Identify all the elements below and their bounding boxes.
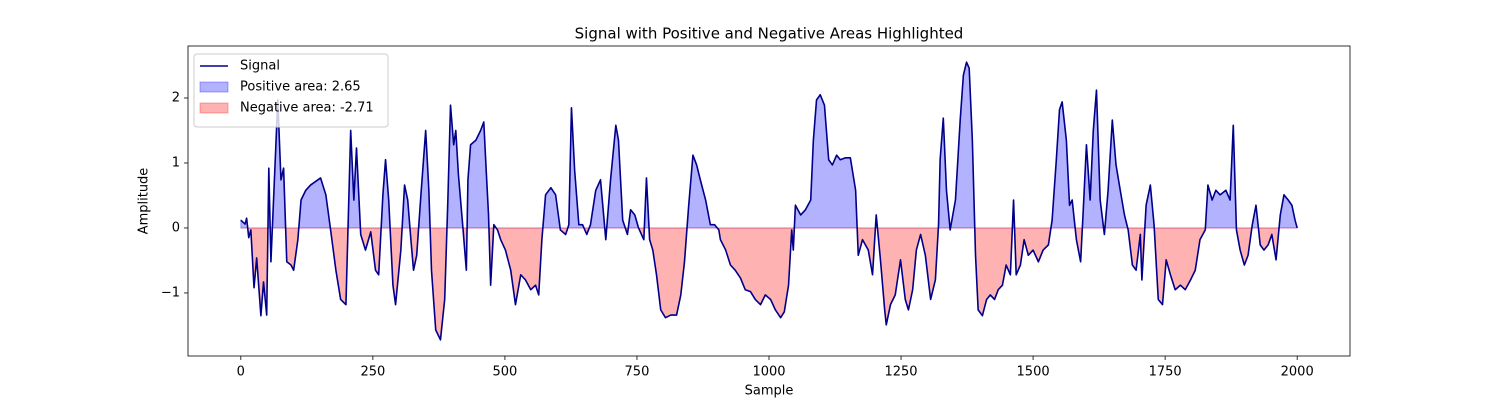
x-tick-label: 250 — [360, 365, 385, 380]
y-axis-label: Amplitude — [137, 168, 152, 235]
legend-label: Negative area: -2.71 — [240, 101, 374, 116]
legend-label: Positive area: 2.65 — [240, 80, 361, 95]
x-axis-label: Sample — [745, 384, 794, 399]
x-tick-label: 500 — [492, 365, 517, 380]
x-tick-label: 1000 — [752, 365, 785, 380]
plot-area — [240, 60, 1298, 342]
y-tick-label: 2 — [172, 90, 180, 105]
legend-frame — [193, 53, 389, 128]
x-tick-label: 1750 — [1149, 365, 1182, 380]
y-tick-label: 0 — [172, 220, 180, 235]
x-tick-label: 750 — [625, 365, 650, 380]
x-tick-label: 2000 — [1281, 365, 1314, 380]
signal-line — [240, 61, 1298, 341]
y-tick-label: 1 — [172, 155, 180, 170]
y-tick-label: −1 — [161, 285, 180, 300]
x-tick-label: 1250 — [884, 365, 917, 380]
legend-label: Signal — [240, 59, 280, 74]
legend-patch — [199, 102, 229, 114]
legend-patch — [199, 81, 229, 93]
x-tick-label: 1500 — [1017, 365, 1050, 380]
x-tick-label: 0 — [237, 365, 245, 380]
legend: Signal Positive area: 2.65 Negative area: … — [193, 53, 389, 128]
chart-title: Signal with Positive and Negative Areas … — [575, 25, 964, 43]
